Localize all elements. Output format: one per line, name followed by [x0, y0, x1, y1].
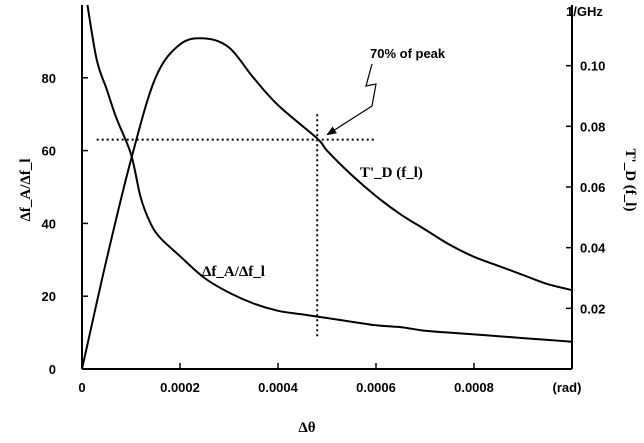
- y-left-axis-label: Δf_A/Δf_l: [18, 159, 34, 222]
- y-right-unit-label: 1/GHz: [566, 4, 603, 19]
- x-tick-label: 0.0006: [356, 380, 396, 395]
- x-axis-label-text: Δθ: [298, 420, 315, 436]
- series-label-ratio: Δf_A/Δf_l: [202, 264, 265, 280]
- labels-group: (rad) 1/GHz Δθ Δf_A/Δf_l T'_D (f_l) T'_D…: [18, 4, 638, 436]
- y-left-tick-label: 40: [42, 216, 56, 231]
- series-line-ratio: [86, 5, 572, 343]
- ticks-group: 0 0.0002 0.0004 0.0006 0.0008 0 20 40 60 80 0.02 0.…: [42, 59, 607, 395]
- peak-note: 70% of peak: [370, 46, 446, 61]
- axes-group: [81, 5, 573, 370]
- y-left-tick-label: 80: [42, 71, 56, 86]
- y-right-tick-label: 0.04: [580, 241, 606, 256]
- peak-note-arrow: [326, 63, 377, 136]
- x-axis-label: Δθ: [298, 420, 315, 436]
- y-right-axis-label: T'_D (f_l): [622, 149, 638, 212]
- y-right-tick-label: 0.08: [580, 119, 605, 134]
- x-tick-label: 0.0008: [454, 380, 494, 395]
- y-right-tick-label: 0.06: [580, 180, 605, 195]
- series-group: [82, 5, 572, 369]
- x-tick-label: 0.0002: [160, 380, 200, 395]
- y-right-tick-label: 0.02: [580, 301, 605, 316]
- series-line-td: [82, 37, 572, 369]
- x-tick-label: 0: [78, 380, 85, 395]
- x-unit-label: (rad): [553, 380, 582, 395]
- y-right-tick-label: 0.10: [580, 59, 605, 74]
- series-label-td: T'_D (f_l): [360, 165, 423, 181]
- y-left-tick-label: 20: [42, 289, 56, 304]
- y-left-tick-label: 0: [49, 362, 56, 377]
- reference-lines-group: [96, 63, 377, 337]
- x-tick-label: 0.0004: [258, 380, 299, 395]
- y-left-tick-label: 60: [42, 144, 56, 159]
